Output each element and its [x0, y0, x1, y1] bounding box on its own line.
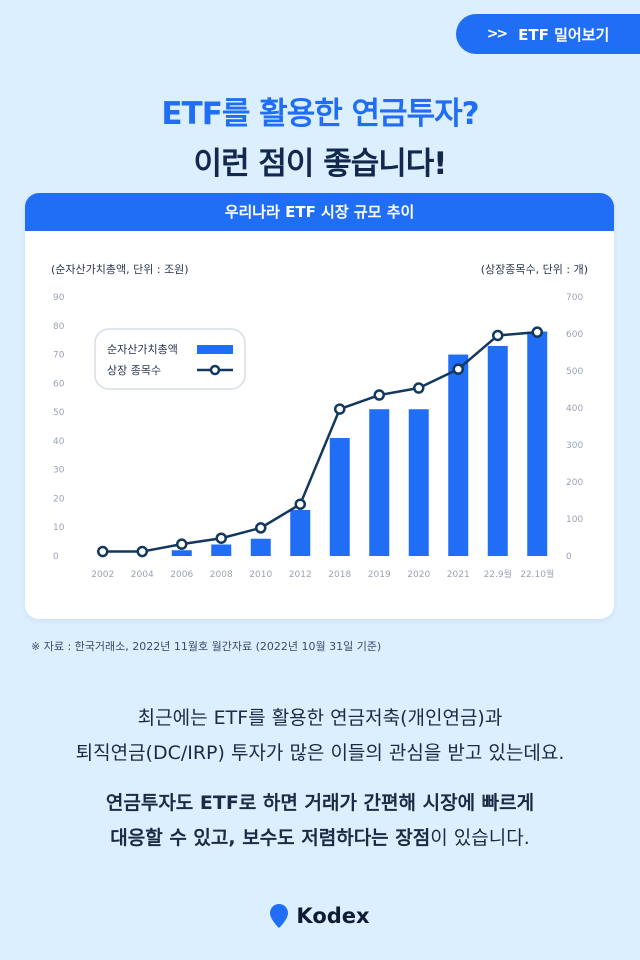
headline-answer: 이런 점이 좋습니다! [193, 146, 448, 182]
left-tick-label: 70 [53, 351, 65, 361]
line-series [102, 330, 538, 553]
line-point [531, 326, 543, 338]
right-tick-label: 600 [566, 330, 583, 340]
right-tick-label: 300 [566, 441, 583, 451]
legend-box [94, 328, 246, 390]
bar [211, 544, 232, 556]
legend-swatch-bars [197, 345, 233, 354]
right-axis-label: (상장종목수, 단위 : 개) [481, 263, 588, 276]
kodex-logo: Kodex [0, 904, 640, 928]
right-tick-label: 200 [566, 478, 583, 488]
x-tick-label: 22.9월 [484, 568, 512, 580]
line-point [452, 363, 464, 375]
brand-name: Kodex [296, 904, 370, 928]
bar [408, 409, 429, 556]
bar [369, 409, 390, 556]
line-point [373, 389, 385, 401]
double-chevron-right-icon: >> [486, 26, 509, 42]
body-paragraph-1: 최근에는 ETF를 활용한 연금저축(개인연금)과 퇴직연금(DC/IRP) 투… [0, 701, 640, 771]
bar [487, 345, 508, 556]
body-line-1: 최근에는 ETF를 활용한 연금저축(개인연금)과 [137, 707, 503, 729]
left-tick-label: 30 [53, 466, 65, 476]
body-line-2: 퇴직연금(DC/IRP) 투자가 많은 이들의 관심을 받고 있는데요. [75, 742, 565, 764]
line-point [413, 382, 425, 394]
left-tick-label: 50 [53, 408, 65, 418]
left-axis-label: (순자산가치총액, 단위 : 조원) [51, 263, 189, 276]
line-point [97, 545, 109, 558]
right-tick-label: 500 [566, 367, 583, 377]
x-tick-label: 2008 [210, 570, 233, 580]
right-tick-label: 0 [566, 552, 572, 562]
x-tick-label: 2012 [289, 570, 312, 580]
location-pin-icon [270, 904, 289, 928]
bar [329, 438, 350, 556]
body-line-4-rest: 이 있습니다. [430, 827, 530, 849]
x-tick-label: 2018 [328, 570, 351, 580]
headline-question: ETF를 활용한 연금투자? [161, 96, 479, 132]
bar [250, 538, 271, 556]
left-tick-label: 20 [53, 494, 65, 504]
right-tick-label: 100 [566, 515, 583, 525]
bar [290, 509, 311, 556]
line-point [492, 329, 504, 342]
left-tick-label: 60 [53, 379, 65, 389]
left-tick-label: 10 [53, 523, 65, 533]
line-point [334, 403, 346, 415]
body-line-4-bold: 대응할 수 있고, 보수도 저렴하다는 장점 [110, 827, 431, 849]
bar [171, 550, 192, 556]
line-point [255, 522, 267, 534]
view-etf-button[interactable]: >> ETF 밀어보기 [456, 14, 640, 54]
x-tick-label: 2019 [368, 570, 391, 580]
line-point [294, 498, 306, 510]
bar [527, 331, 548, 556]
right-tick-label: 700 [566, 293, 583, 303]
line-point [215, 532, 227, 544]
x-tick-label: 2021 [447, 570, 470, 580]
x-tick-label: 2010 [249, 570, 272, 580]
line-point [176, 538, 188, 550]
legend-label-bars: 순자산가치총액 [107, 343, 178, 356]
left-tick-label: 40 [53, 437, 65, 447]
x-tick-label: 2020 [407, 570, 430, 580]
left-tick-label: 90 [53, 293, 65, 303]
line-point [136, 545, 148, 558]
left-tick-label: 80 [53, 322, 65, 332]
right-tick-label: 400 [566, 404, 583, 414]
source-note: ※ 자료 : 한국거래소, 2022년 11월호 월간자료 (2022년 10월… [31, 640, 382, 653]
legend-swatch-point [209, 364, 221, 376]
view-etf-label: ETF 밀어보기 [518, 25, 610, 44]
body-paragraph-2: 연금투자도 ETF로 하면 거래가 간편해 시장에 빠르게 대응할 수 있고, … [0, 786, 640, 856]
legend-label-line: 상장 종목수 [107, 364, 161, 377]
x-tick-label: 2004 [131, 570, 154, 580]
chart-title: 우리나라 ETF 시장 규모 추이 [25, 193, 614, 231]
chart-card: 우리나라 ETF 시장 규모 추이 (순자산가치총액, 단위 : 조원) (상장종… [25, 193, 614, 619]
x-tick-label: 2006 [170, 570, 193, 580]
x-tick-label: 22.10월 [520, 568, 554, 580]
x-tick-label: 2002 [91, 570, 114, 580]
body-line-3: 연금투자도 ETF로 하면 거래가 간편해 시장에 빠르게 [105, 792, 535, 814]
left-tick-label: 0 [53, 552, 59, 562]
bar [448, 354, 469, 556]
etf-market-chart: (순자산가치총액, 단위 : 조원) (상장종목수, 단위 : 개) 0 10 20 30… [51, 263, 588, 580]
